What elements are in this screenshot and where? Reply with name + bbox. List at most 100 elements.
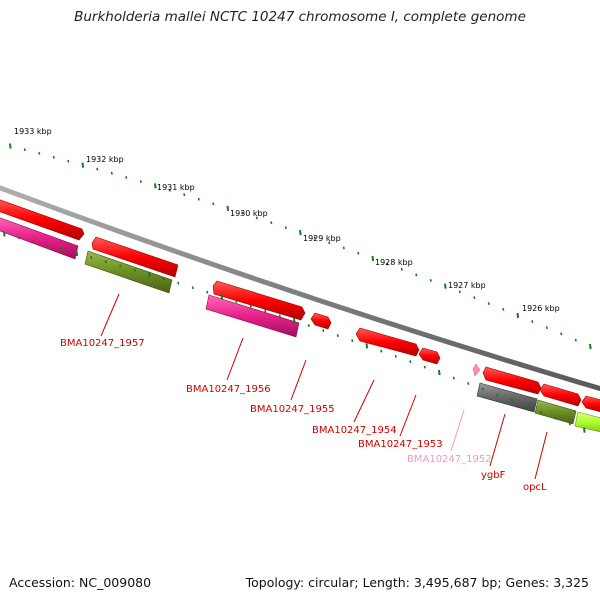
gene-arrow[interactable] — [539, 383, 582, 407]
gene-arrow[interactable] — [212, 280, 306, 321]
scale-tick — [133, 268, 136, 272]
scale-tick — [496, 393, 499, 397]
scale-tick — [17, 236, 20, 240]
scale-tick — [168, 188, 171, 192]
scale-tick — [52, 155, 55, 159]
scale-tick — [162, 277, 165, 281]
scale-tick — [235, 300, 238, 303]
kbp-label-1930: 1930 kbp — [230, 209, 268, 218]
scale-tick — [249, 304, 252, 308]
leader-line — [290, 359, 307, 401]
gene-label[interactable]: BMA10247_1957 — [60, 338, 145, 349]
scale-tick — [3, 231, 6, 237]
scale-tick — [125, 175, 128, 179]
chromosome-backbone — [0, 185, 600, 392]
gene-arrow[interactable] — [581, 395, 600, 413]
gene-arrow[interactable] — [482, 366, 542, 395]
leader-line — [489, 413, 506, 467]
gene-arrow[interactable] — [0, 198, 85, 241]
gene-label[interactable]: ygbF — [481, 470, 506, 481]
scale-tick — [270, 221, 273, 225]
gene-bar-gray[interactable] — [476, 382, 538, 413]
scale-tick — [510, 397, 514, 404]
scale-tick — [212, 202, 215, 206]
scale-tick — [371, 255, 375, 262]
leader-line — [399, 394, 417, 437]
scale-tick — [589, 343, 592, 350]
topology-text: Topology: circular; Length: 3,495,687 bp… — [245, 575, 589, 590]
gene-bar-magenta[interactable] — [205, 294, 300, 338]
scale-tick — [438, 369, 441, 376]
kbp-label-1926: 1926 kbp — [522, 304, 560, 313]
scale-tick — [313, 236, 316, 240]
scale-tick — [241, 211, 244, 215]
gene-label[interactable]: BMA10247_1956 — [186, 384, 271, 395]
kbp-label-1928: 1928 kbp — [375, 258, 413, 267]
scale-tick — [516, 312, 520, 319]
scale-tick — [139, 180, 142, 184]
scale-tick — [336, 334, 339, 338]
gene-arrow[interactable] — [91, 236, 179, 278]
scale-tick — [226, 205, 230, 212]
gene-bar-magenta[interactable] — [0, 216, 79, 260]
scale-tick — [9, 143, 12, 149]
kbp-label-1933: 1933 kbp — [14, 127, 52, 136]
gene-label[interactable]: opcL — [523, 482, 547, 493]
gene-arrow[interactable] — [310, 312, 332, 330]
scale-tick — [409, 360, 412, 364]
gene-label[interactable]: BMA10247_1953 — [358, 439, 443, 450]
gene-label[interactable]: BMA10247_1954 — [312, 425, 397, 436]
scale-tick — [423, 365, 426, 369]
gene-label[interactable]: BMA10247_1955 — [250, 404, 335, 415]
scale-tick — [255, 216, 258, 220]
scale-tick — [351, 339, 354, 343]
scale-tick — [467, 382, 470, 386]
forward-genes — [0, 198, 600, 413]
scale-tick — [487, 302, 490, 305]
scale-tick — [560, 332, 563, 336]
scale-tick — [554, 416, 557, 420]
scale-tick — [328, 241, 331, 245]
scale-tick — [307, 324, 310, 327]
kbp-label-1931: 1931 kbp — [157, 183, 195, 192]
gene-arrow[interactable] — [355, 327, 420, 357]
scale-ticks-inner — [3, 231, 586, 433]
scale-tick — [119, 264, 122, 268]
scale-tick — [284, 226, 287, 230]
gene-arrow[interactable] — [418, 347, 441, 365]
scale-tick — [278, 314, 281, 318]
scale-tick — [525, 404, 528, 408]
gene-bar-olive[interactable] — [84, 250, 173, 294]
scale-tick — [299, 229, 302, 236]
scale-tick — [458, 290, 461, 294]
scale-tick — [357, 251, 360, 255]
scale-tick — [583, 427, 586, 433]
gene-bar-olive[interactable] — [534, 399, 577, 425]
scale-tick — [365, 343, 369, 349]
scale-tick — [293, 318, 296, 324]
gene-label[interactable]: BMA10247_1952 — [407, 454, 492, 465]
scale-tick — [429, 279, 432, 282]
gene-arrow-pink[interactable] — [472, 363, 481, 377]
scale-tick — [206, 290, 209, 294]
gene-bar-lime[interactable] — [574, 411, 600, 433]
map-title: Burkholderia mallei NCTC 10247 chromosom… — [74, 9, 526, 25]
scale-tick — [96, 167, 99, 171]
scale-tick — [75, 250, 79, 257]
scale-tick — [220, 294, 224, 300]
scale-tick — [32, 240, 35, 244]
scale-tick — [104, 260, 107, 264]
scale-tick — [400, 267, 403, 271]
scale-tick — [444, 283, 447, 289]
scale-tick — [531, 320, 534, 323]
accession-text: Accession: NC_009080 — [9, 575, 152, 590]
scale-tick — [23, 148, 26, 152]
scale-tick — [394, 354, 397, 358]
scale-tick — [110, 171, 113, 175]
kbp-label-1932: 1932 kbp — [86, 155, 124, 164]
scale-ticks-outer — [9, 143, 592, 350]
scale-tick — [473, 296, 476, 300]
scale-tick — [177, 281, 180, 285]
leader-line — [100, 293, 120, 337]
